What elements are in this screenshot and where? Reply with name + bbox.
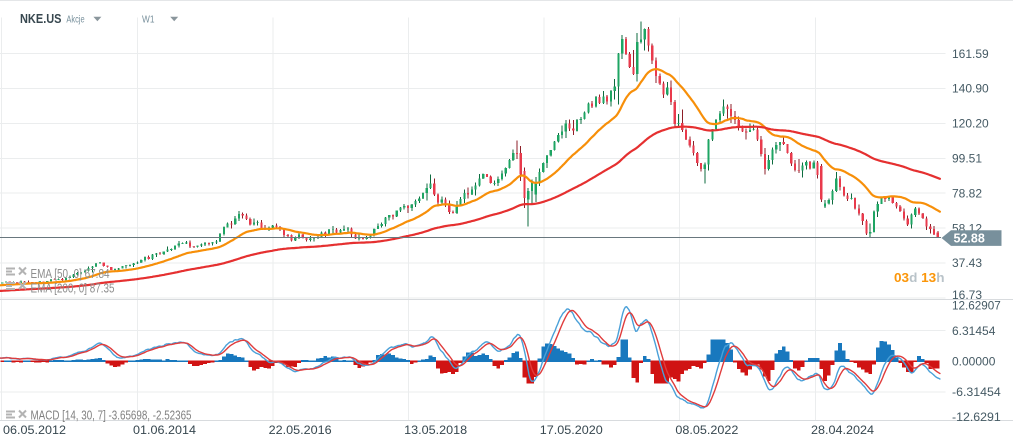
svg-text:120.20: 120.20 — [952, 117, 989, 131]
svg-text:6.31454: 6.31454 — [952, 324, 996, 338]
svg-text:161.59: 161.59 — [952, 47, 989, 61]
svg-text:-6.31454: -6.31454 — [952, 385, 1001, 399]
svg-text:78.82: 78.82 — [952, 186, 982, 200]
svg-text:16.73: 16.73 — [952, 288, 982, 302]
svg-text:W1: W1 — [142, 14, 155, 25]
svg-text:17.05.2020: 17.05.2020 — [540, 423, 603, 437]
svg-text:28.04.2024: 28.04.2024 — [811, 423, 874, 437]
svg-text:99.51: 99.51 — [952, 152, 982, 166]
svg-text:MACD [14, 30, 7] -3.65698, -2.: MACD [14, 30, 7] -3.65698, -2.52365 — [31, 409, 192, 423]
svg-text:52.88: 52.88 — [954, 232, 985, 246]
svg-text:EMA [50, 0] 67.84: EMA [50, 0] 67.84 — [31, 267, 110, 281]
svg-text:0.00000: 0.00000 — [952, 355, 996, 369]
svg-text:06.05.2012: 06.05.2012 — [3, 423, 66, 437]
svg-text:Akcje: Akcje — [66, 14, 85, 25]
svg-text:EMA [200, 0] 87.35: EMA [200, 0] 87.35 — [31, 282, 115, 296]
svg-text:03d 13h: 03d 13h — [894, 270, 945, 285]
svg-text:-12.6291: -12.6291 — [952, 410, 1001, 424]
svg-text:37.43: 37.43 — [952, 256, 982, 270]
svg-text:NKE.US: NKE.US — [20, 12, 62, 26]
svg-text:22.05.2016: 22.05.2016 — [269, 423, 332, 437]
svg-text:12.62907: 12.62907 — [952, 299, 1001, 313]
svg-text:08.05.2022: 08.05.2022 — [675, 423, 738, 437]
svg-text:13.05.2018: 13.05.2018 — [404, 423, 467, 437]
svg-text:01.06.2014: 01.06.2014 — [133, 423, 196, 437]
svg-text:140.90: 140.90 — [952, 82, 989, 96]
